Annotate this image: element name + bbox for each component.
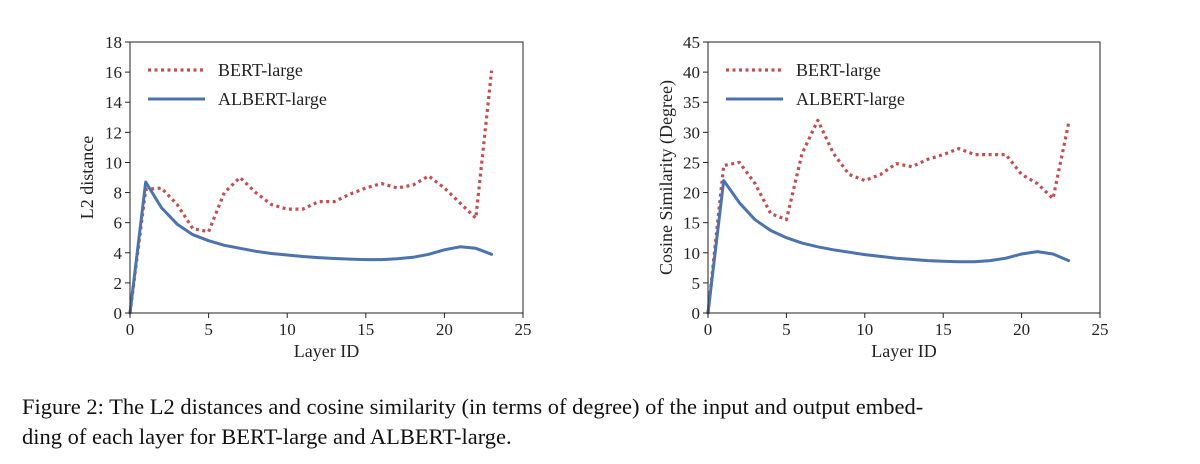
legend-label-albert-large: ALBERT-large bbox=[218, 89, 327, 109]
x-tick-label: 20 bbox=[1013, 320, 1030, 339]
x-tick-label: 15 bbox=[357, 320, 374, 339]
y-tick-label: 20 bbox=[683, 184, 700, 203]
x-tick-label: 10 bbox=[279, 320, 296, 339]
y-tick-label: 0 bbox=[114, 304, 123, 323]
caption-line: ding of each layer for BERT-large and AL… bbox=[22, 424, 512, 449]
caption-line: Figure 2: The L2 distances and cosine si… bbox=[22, 394, 924, 419]
y-tick-label: 4 bbox=[114, 244, 123, 263]
series-line-albert-large bbox=[706, 179, 1071, 315]
x-tick-label: 20 bbox=[436, 320, 453, 339]
figure-caption: Figure 2: The L2 distances and cosine si… bbox=[22, 392, 1182, 452]
x-axis-label: Layer ID bbox=[294, 341, 359, 361]
x-tick-label: 10 bbox=[856, 320, 873, 339]
y-tick-label: 25 bbox=[683, 153, 700, 172]
y-tick-label: 45 bbox=[683, 33, 700, 52]
y-tick-label: 30 bbox=[683, 123, 700, 142]
chart-l2-distance: 0 5 10 15 20 25 0 2 4 6 8 10 12 14 16 18 Layer ID L2 dist… bbox=[77, 33, 532, 361]
figure: 0 5 10 15 20 25 0 2 4 6 8 10 12 14 16 18 Layer ID L2 dist… bbox=[77, 33, 1109, 361]
y-tick-label: 14 bbox=[105, 93, 123, 112]
series-line-bert-large bbox=[128, 70, 494, 314]
x-tick-label: 5 bbox=[204, 320, 213, 339]
y-tick-label: 5 bbox=[692, 274, 701, 293]
y-tick-label: 8 bbox=[114, 184, 123, 203]
legend-label-bert-large: BERT-large bbox=[218, 60, 303, 80]
y-tick-label: 15 bbox=[683, 214, 700, 233]
y-tick-label: 0 bbox=[692, 304, 701, 323]
legend-label-albert-large: ALBERT-large bbox=[796, 89, 905, 109]
y-axis-label: L2 distance bbox=[77, 136, 97, 219]
y-tick-label: 16 bbox=[105, 63, 122, 82]
y-tick-label: 35 bbox=[683, 93, 700, 112]
series-line-bert-large bbox=[706, 118, 1071, 314]
y-axis-label: Cosine Similarity (Degree) bbox=[656, 80, 677, 275]
plot-frame bbox=[129, 41, 524, 314]
plot-frame bbox=[707, 41, 1101, 314]
y-tick-label: 40 bbox=[683, 63, 700, 82]
series-line-albert-large bbox=[128, 180, 494, 315]
x-tick-label: 5 bbox=[782, 320, 791, 339]
y-tick-label: 12 bbox=[105, 123, 122, 142]
x-tick-label: 25 bbox=[1092, 320, 1109, 339]
y-tick-label: 10 bbox=[105, 153, 122, 172]
y-tick-label: 10 bbox=[683, 244, 700, 263]
legend-label-bert-large: BERT-large bbox=[796, 60, 881, 80]
x-tick-label: 15 bbox=[935, 320, 952, 339]
y-tick-label: 2 bbox=[114, 274, 123, 293]
chart-cosine-similarity: 0 5 10 15 20 25 0 5 10 15 20 25 30 35 40 45 Layer ID Cosi… bbox=[656, 33, 1109, 361]
x-tick-label: 0 bbox=[704, 320, 713, 339]
x-tick-label: 0 bbox=[126, 320, 135, 339]
y-tick-label: 6 bbox=[114, 214, 123, 233]
y-tick-label: 18 bbox=[105, 33, 122, 52]
x-tick-label: 25 bbox=[515, 320, 532, 339]
x-axis-label: Layer ID bbox=[871, 341, 936, 361]
